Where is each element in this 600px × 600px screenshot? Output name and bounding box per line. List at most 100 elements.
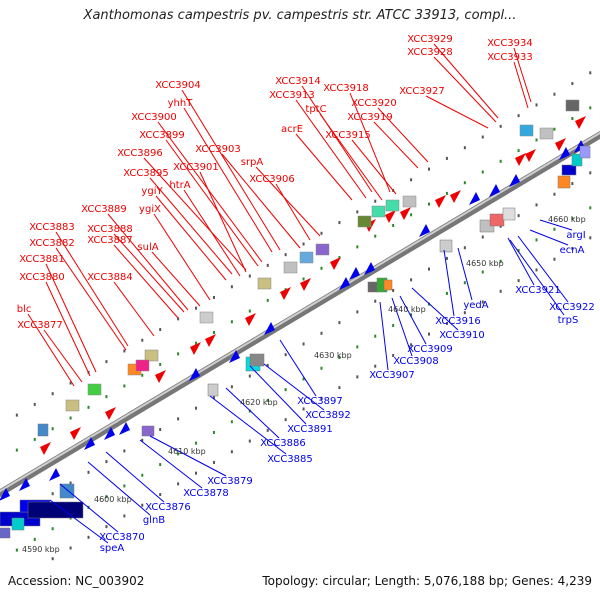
- reverse-gene-arrow: [189, 368, 200, 381]
- forward-gene-label: XCC3901: [173, 162, 219, 173]
- forward-label-leader: [165, 139, 259, 267]
- forward-label-leader: [43, 329, 83, 383]
- track-dot: [212, 330, 215, 334]
- forward-gene-label: tptC: [305, 104, 326, 115]
- forward-gene-box: [257, 277, 272, 290]
- track-dot: [69, 481, 72, 485]
- forward-gene-label: XCC3928: [407, 47, 453, 58]
- track-dot: [553, 257, 556, 261]
- forward-gene-arrow: [385, 210, 396, 223]
- reverse-gene-arrow: [574, 140, 585, 153]
- forward-label-leader: [113, 233, 185, 313]
- track-dot: [517, 214, 520, 218]
- forward-gene-label: XCC3903: [195, 144, 241, 155]
- track-dot: [177, 352, 180, 356]
- forward-gene-label: XCC3887: [87, 235, 133, 246]
- reverse-gene-arrow: [349, 267, 360, 280]
- forward-label-leaders: [27, 43, 532, 387]
- reverse-gene-arrow: [19, 478, 30, 491]
- forward-label-leader: [513, 61, 529, 109]
- track-dot: [302, 377, 305, 381]
- kbp-tick-label: 4610 kbp: [168, 447, 206, 456]
- track-dot: [141, 373, 144, 377]
- track-dot: [105, 495, 108, 499]
- reverse-gene-arrow: [264, 322, 275, 335]
- track-dot: [553, 92, 556, 96]
- reverse-label-leaders: [49, 219, 573, 544]
- forward-gene-box: [519, 124, 534, 137]
- forward-label-leader: [295, 99, 367, 199]
- forward-gene-arrow: [300, 278, 311, 291]
- track-dot: [463, 311, 466, 315]
- track-dot: [69, 381, 72, 385]
- track-dot: [15, 413, 18, 417]
- reverse-label-leader: [391, 297, 413, 357]
- track-dot: [212, 430, 215, 434]
- reverse-label-leader: [263, 363, 325, 411]
- track-dot: [445, 156, 448, 160]
- track-dot: [356, 345, 359, 349]
- track-dot: [553, 227, 556, 231]
- track-dot: [499, 124, 502, 128]
- track-dot: [51, 557, 54, 561]
- track-dot: [159, 463, 162, 467]
- kbp-tick-label: 4660 kbp: [548, 215, 586, 224]
- track-dot: [123, 514, 126, 518]
- forward-label-leader: [55, 247, 127, 351]
- forward-gene-arrow: [575, 116, 586, 129]
- forward-gene-label: XCC3933: [487, 52, 533, 63]
- track-dot: [141, 473, 144, 477]
- reverse-label-leader: [507, 237, 535, 286]
- track-dot: [87, 470, 90, 474]
- track-dot: [51, 492, 54, 496]
- forward-label-leader: [373, 121, 419, 169]
- forward-gene-labels: XCC3929XCC3928XCC3934XCC3933XCC3914XCC39…: [17, 34, 533, 331]
- track-dot: [589, 106, 592, 110]
- forward-label-leader: [351, 139, 397, 195]
- track-dot: [410, 213, 413, 217]
- forward-label-leader: [377, 107, 429, 163]
- track-dot: [302, 242, 305, 246]
- reverse-gene-label: XCC3921: [515, 285, 561, 296]
- track-dot: [481, 170, 484, 174]
- kbp-tick-label: 4640 kbp: [388, 305, 426, 314]
- forward-label-leader: [255, 166, 321, 237]
- reverse-gene-box: [0, 527, 11, 539]
- reverse-label-leader: [209, 395, 287, 455]
- track-dot: [374, 234, 377, 238]
- track-dot: [320, 396, 323, 400]
- accession-label: Accession: NC_003902: [8, 574, 145, 588]
- reverse-gene-arrow: [339, 277, 350, 290]
- track-dot: [517, 249, 520, 253]
- track-dot: [571, 117, 574, 121]
- track-dot: [105, 360, 108, 364]
- track-dot: [266, 298, 269, 302]
- track-dot: [266, 363, 269, 367]
- reverse-gene-arrow: [469, 192, 480, 205]
- track-dot: [123, 349, 126, 353]
- reverse-gene-box: [141, 425, 155, 437]
- forward-gene-label: XCC3915: [325, 130, 371, 141]
- reverse-gene-box: [439, 239, 453, 253]
- forward-gene-label: XCC3929: [407, 34, 453, 45]
- track-dot: [374, 334, 377, 338]
- track-dot: [212, 395, 215, 399]
- track-dot: [141, 338, 144, 342]
- reverse-label-leader: [529, 229, 569, 246]
- track-dot: [410, 313, 413, 317]
- track-dot: [212, 460, 215, 464]
- reverse-label-leader: [149, 435, 227, 477]
- forward-label-leader: [221, 153, 301, 249]
- forward-gene-box: [539, 127, 554, 140]
- forward-label-leader: [433, 56, 497, 123]
- track-dot: [481, 270, 484, 274]
- track-dot: [517, 149, 520, 153]
- forward-gene-label: XCC3900: [131, 112, 177, 123]
- track-dot: [105, 460, 108, 464]
- forward-gene-label: XCC3913: [269, 90, 315, 101]
- reverse-gene-box: [579, 145, 591, 159]
- track-dot: [141, 438, 144, 442]
- forward-label-leader: [301, 85, 373, 193]
- reverse-gene-box: [571, 153, 583, 167]
